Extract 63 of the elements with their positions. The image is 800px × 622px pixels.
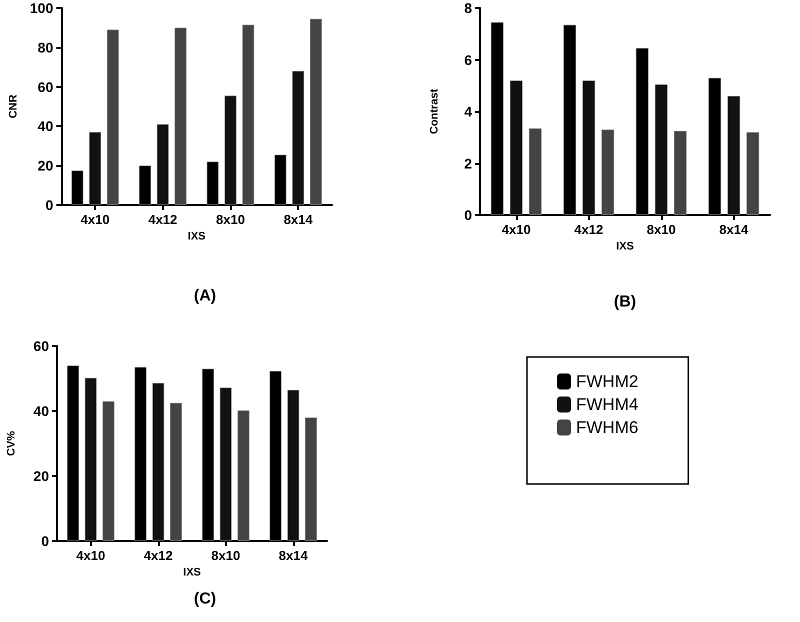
bar (242, 24, 254, 205)
bar (174, 28, 186, 205)
text: (C) (194, 590, 216, 608)
y-tick-label: 60 (33, 338, 50, 354)
y-tick-label: 0 (464, 207, 472, 223)
bar (106, 30, 119, 205)
y-tick-label: 6 (464, 52, 472, 68)
bar (305, 418, 317, 541)
bar (84, 378, 97, 541)
bar (727, 96, 740, 215)
bar (510, 80, 523, 215)
y-axis-title: Contrast (428, 88, 440, 134)
bar (89, 132, 102, 205)
y-tick-label: 20 (33, 468, 50, 484)
x-axis-title: IXS (188, 230, 206, 242)
bar (170, 402, 182, 541)
y-tick-label: 0 (41, 533, 50, 549)
text: (A) (194, 288, 216, 304)
y-axis-title: CNR (8, 94, 20, 118)
bar (582, 80, 596, 215)
bar (528, 128, 542, 215)
y-tick-label: 100 (30, 0, 54, 16)
x-tick-label: 4x12 (144, 548, 173, 563)
x-tick-label: 8x10 (216, 212, 245, 227)
legend-label: FWHM4 (576, 395, 638, 414)
x-tick-label: 8x14 (719, 222, 749, 237)
legend-label: FWHM2 (576, 372, 638, 391)
x-tick-label: 4x12 (574, 222, 604, 237)
y-tick-label: 2 (464, 155, 472, 172)
x-tick-label: 8x10 (646, 222, 676, 237)
bar (220, 388, 232, 541)
bar (746, 132, 760, 215)
y-axis-title: CV% (6, 430, 18, 456)
text: (B) (614, 294, 636, 310)
bar (292, 71, 304, 205)
bar (654, 84, 668, 215)
y-tick-label: 8 (464, 0, 472, 16)
x-tick-label: 8x10 (211, 548, 240, 563)
x-tick-label: 4x10 (76, 548, 106, 563)
bar (238, 410, 250, 541)
x-tick-label: 4x10 (80, 212, 110, 227)
y-tick-label: 40 (38, 118, 54, 134)
bar (287, 390, 300, 541)
x-axis-title: IXS (616, 240, 634, 252)
y-tick-label: 0 (45, 197, 54, 213)
y-tick-label: 4 (464, 104, 472, 120)
y-tick-label: 20 (38, 158, 54, 174)
bar (310, 18, 322, 205)
legend-label: FWHM6 (576, 418, 638, 437)
y-tick-label: 60 (38, 78, 54, 95)
bar (601, 130, 614, 215)
x-tick-label: 4x12 (148, 212, 178, 227)
x-axis-title: IXS (183, 566, 201, 578)
y-tick-label: 80 (38, 39, 54, 56)
bar (152, 383, 164, 541)
x-tick-label: 8x14 (278, 548, 308, 563)
bar (102, 401, 114, 541)
x-tick-label: 8x14 (284, 212, 314, 227)
y-tick-label: 40 (33, 403, 50, 419)
bar (224, 96, 236, 205)
x-tick-label: 4x10 (502, 222, 531, 237)
bar (156, 124, 169, 205)
bar (674, 130, 687, 215)
